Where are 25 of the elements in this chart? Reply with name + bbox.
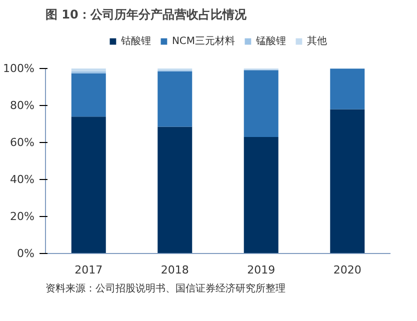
y-tick-label: 40%	[10, 173, 35, 186]
bar	[71, 68, 106, 72]
bar	[158, 71, 192, 127]
y-tick-label: 80%	[10, 99, 35, 112]
x-tick-label: 2019	[247, 264, 276, 276]
bar	[158, 126, 192, 254]
text: 资料来源：公司招股说明书、国信证券经济研究所整理	[46, 282, 286, 294]
bar	[244, 136, 278, 254]
chart-title: 图 10：公司历年分产品营收占比情况	[46, 8, 248, 22]
bar	[71, 73, 106, 117]
y-tick-label: 60%	[10, 136, 35, 149]
y-tick-label: 0%	[17, 247, 34, 260]
y-tick-label: 100%	[3, 62, 35, 75]
legend-label: 其他	[307, 34, 328, 48]
y-tick-label: 20%	[10, 210, 35, 223]
legend-label: 锰酸锂	[256, 35, 286, 48]
x-tick-label: 2018	[160, 264, 189, 276]
x-tick-label: 2017	[74, 264, 103, 276]
bar	[330, 68, 365, 110]
x-tick-label: 2020	[333, 264, 362, 276]
legend-label: 钴酸锂	[120, 34, 151, 48]
legend-label: NCM三元材料	[172, 34, 236, 48]
bar	[330, 109, 365, 254]
bar	[244, 70, 278, 137]
bar	[71, 116, 106, 254]
